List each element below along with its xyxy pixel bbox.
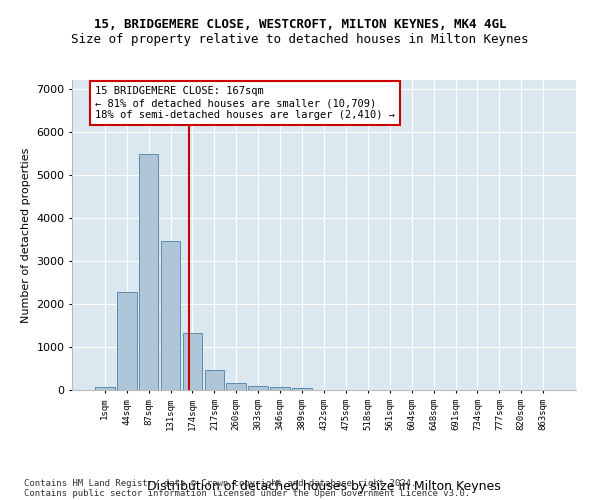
Bar	[226, 384, 246, 390]
Text: Size of property relative to detached houses in Milton Keynes: Size of property relative to detached ho…	[71, 32, 529, 46]
Text: 15, BRIDGEMERE CLOSE, WESTCROFT, MILTON KEYNES, MK4 4GL: 15, BRIDGEMERE CLOSE, WESTCROFT, MILTON …	[94, 18, 506, 30]
Bar	[205, 370, 224, 390]
Text: Contains HM Land Registry data © Crown copyright and database right 2024.: Contains HM Land Registry data © Crown c…	[24, 478, 416, 488]
Bar	[117, 292, 137, 390]
Bar	[95, 387, 115, 390]
Bar	[182, 333, 202, 390]
Bar	[248, 386, 268, 390]
Bar	[161, 242, 181, 390]
Text: Contains public sector information licensed under the Open Government Licence v3: Contains public sector information licen…	[24, 488, 470, 498]
Bar	[292, 388, 312, 390]
Bar	[270, 387, 290, 390]
Bar	[139, 154, 158, 390]
Y-axis label: Number of detached properties: Number of detached properties	[20, 148, 31, 322]
Text: 15 BRIDGEMERE CLOSE: 167sqm
← 81% of detached houses are smaller (10,709)
18% of: 15 BRIDGEMERE CLOSE: 167sqm ← 81% of det…	[95, 86, 395, 120]
X-axis label: Distribution of detached houses by size in Milton Keynes: Distribution of detached houses by size …	[147, 480, 501, 493]
